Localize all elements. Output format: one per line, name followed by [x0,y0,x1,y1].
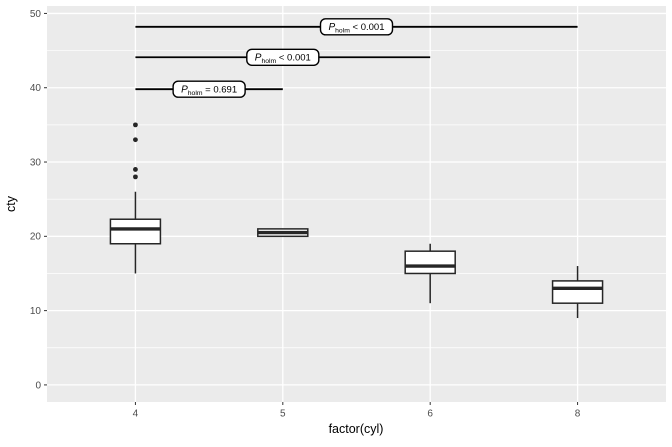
p-value-label: Pholm = 0.691 [181,84,237,96]
p-symbol: P [328,22,335,33]
box-iqr [551,280,604,304]
x-tick-label: 6 [427,409,433,420]
boxplot-group-8 [551,266,604,319]
y-tick-label: 20 [30,232,42,243]
x-tick-label: 5 [280,409,286,420]
p-value-label-box [246,48,320,66]
comparison-4-vs-6: Pholm < 0.001 [135,48,431,66]
p-value-label: Pholm < 0.001 [255,52,311,64]
y-tick-label: 30 [30,157,42,168]
outlier-point [133,167,138,172]
p-value-text: < 0.001 [350,22,385,33]
p-value-label: Pholm < 0.001 [328,22,384,34]
boxplot-group-5 [257,228,309,238]
y-tick-label: 50 [30,9,42,20]
x-tick-label: 4 [133,409,139,420]
axis-ticks-and-labels: 0 10 20 30 40 50 4 5 6 8 [30,9,581,420]
p-value-text: = 0.691 [203,84,238,95]
boxplot-group-6 [404,243,456,304]
p-subscript: holm [261,58,276,65]
comparison-4-vs-8: Pholm < 0.001 [135,18,578,36]
y-tick-label: 10 [30,306,42,317]
boxplot-group-4 [109,122,162,274]
p-subscript: holm [188,90,203,97]
x-axis-title: factor(cyl) [329,422,384,436]
y-tick-label: 0 [35,380,41,391]
p-value-label-box [172,80,246,98]
y-tick-label: 40 [30,83,42,94]
p-symbol: P [255,52,262,63]
boxplots [109,122,604,319]
p-subscript: holm [335,27,350,34]
y-axis-title: cty [4,195,18,212]
outlier-point [133,137,138,143]
outlier-point [133,122,138,128]
p-value-label-box [319,18,394,36]
p-value-text: < 0.001 [276,52,311,63]
outlier-point [133,174,138,180]
plot-panel-background [47,6,666,402]
p-symbol: P [181,84,188,95]
comparison-4-vs-5: Pholm = 0.691 [135,80,283,98]
box-iqr [404,250,456,275]
x-tick-label: 8 [575,409,581,420]
box-iqr [109,218,162,245]
gridlines [47,6,666,402]
